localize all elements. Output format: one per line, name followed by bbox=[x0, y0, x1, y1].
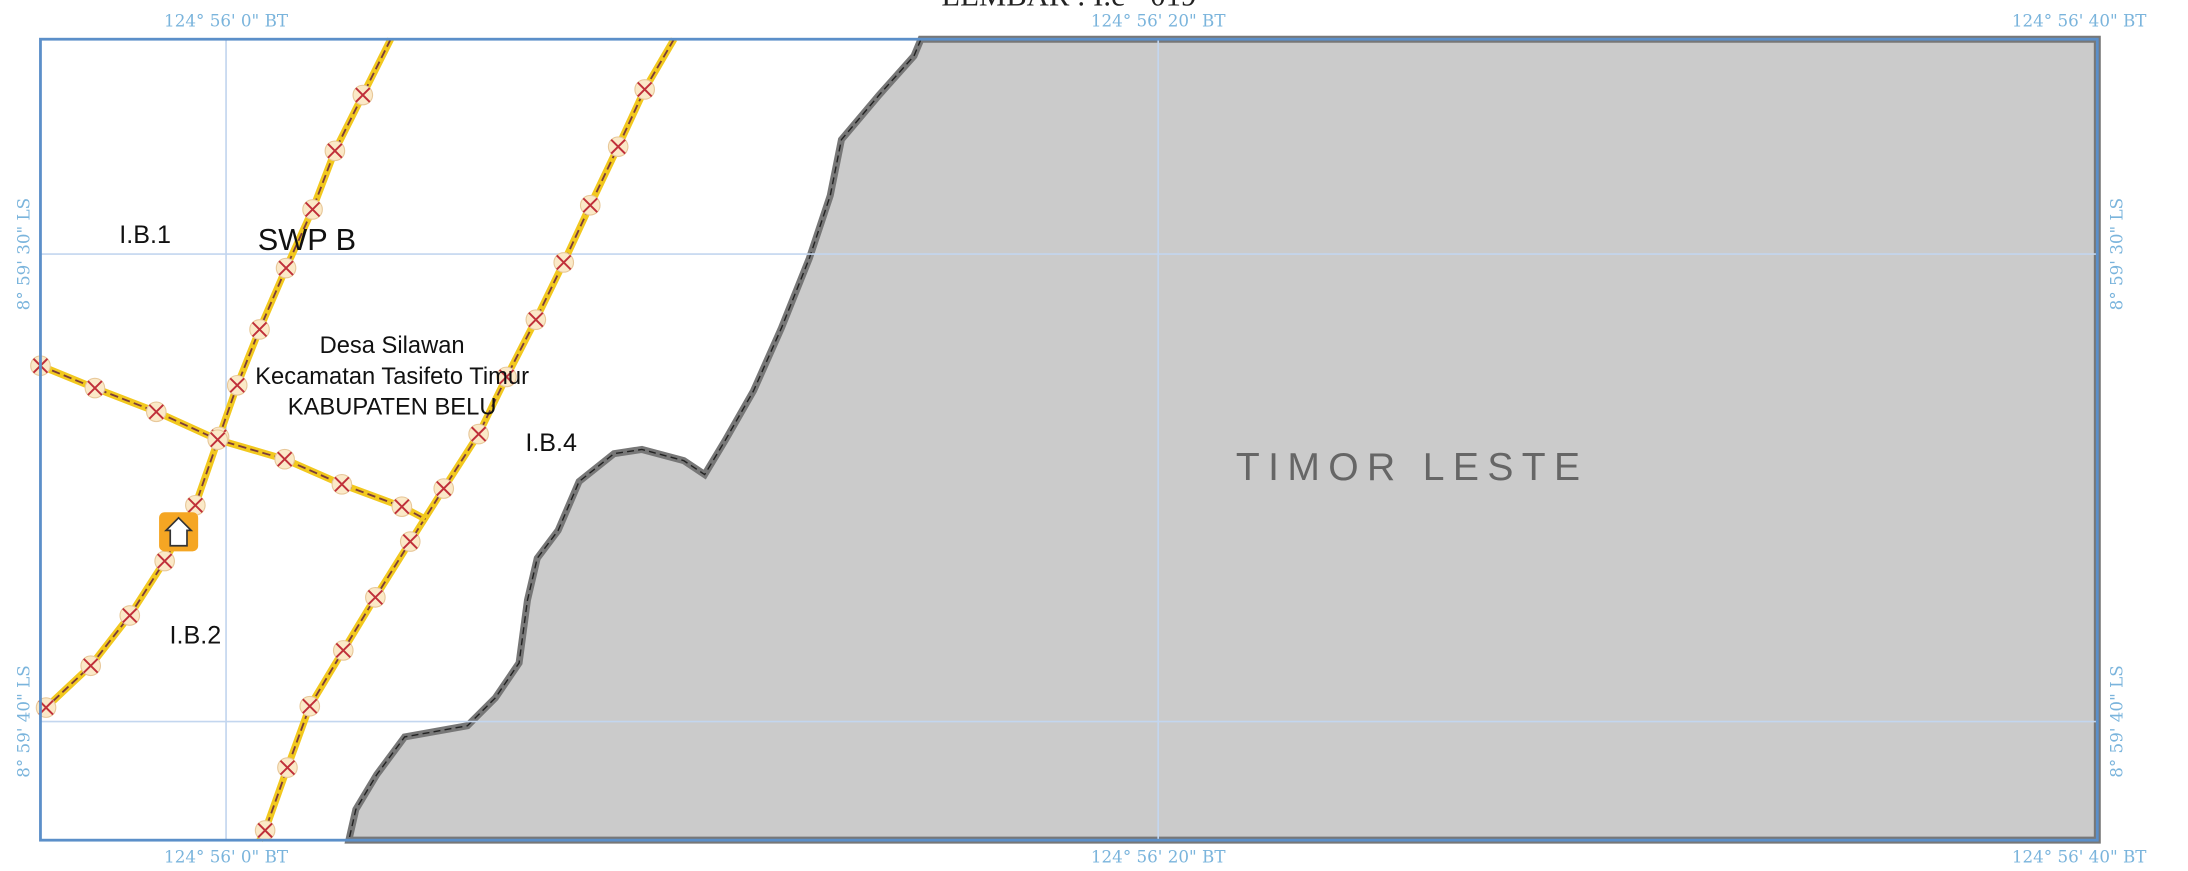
lon-label-top: 124° 56' 40" BT bbox=[2012, 11, 2147, 31]
road-marker bbox=[525, 309, 547, 331]
marker-cross bbox=[302, 698, 318, 714]
lat-label-left: 8° 59' 30" LS bbox=[13, 198, 33, 310]
marker-cross bbox=[276, 451, 293, 467]
marker-cross bbox=[394, 498, 410, 515]
road-marker bbox=[433, 478, 455, 499]
marker-cross bbox=[335, 642, 351, 659]
lon-label-bottom: 124° 56' 20" BT bbox=[1091, 846, 1226, 866]
marker-cross bbox=[304, 201, 321, 218]
road-marker bbox=[352, 84, 374, 106]
marker-cross bbox=[556, 254, 572, 271]
lat-label-right: 8° 59' 40" LS bbox=[2106, 665, 2126, 777]
block-label: I.B.1 bbox=[119, 221, 171, 249]
road-marker bbox=[607, 136, 629, 157]
road-marker bbox=[468, 423, 489, 445]
road-marker bbox=[249, 319, 270, 340]
marker-cross bbox=[355, 87, 371, 103]
road-marker bbox=[579, 194, 601, 216]
marker-cross bbox=[257, 822, 273, 839]
roads bbox=[30, 37, 677, 842]
road-marker bbox=[226, 374, 248, 396]
road-marker bbox=[154, 550, 175, 572]
zone-label: SWP B bbox=[258, 222, 356, 257]
marker-cross bbox=[637, 81, 653, 98]
road-marker bbox=[145, 401, 167, 423]
timor-leste-area bbox=[344, 35, 2101, 844]
road-marker bbox=[84, 377, 106, 399]
road-marker bbox=[299, 695, 321, 717]
lon-label-top: 124° 56' 20" BT bbox=[1091, 11, 1226, 31]
district-label: Kecamatan Tasifeto Timur bbox=[255, 364, 529, 390]
village-label: Desa Silawan bbox=[320, 333, 465, 359]
regency-label: KABUPATEN BELU bbox=[288, 395, 497, 421]
marker-cross bbox=[498, 369, 515, 385]
marker-cross bbox=[582, 197, 598, 213]
lat-label-left: 8° 59' 40" LS bbox=[13, 665, 33, 777]
road-marker bbox=[391, 496, 413, 517]
road-marker bbox=[277, 757, 298, 778]
marker-cross bbox=[367, 589, 384, 606]
marker-cross bbox=[402, 533, 418, 550]
marker-cross bbox=[187, 497, 204, 513]
marker-cross bbox=[610, 138, 626, 155]
road-marker bbox=[302, 199, 323, 220]
sheet-title: LEMBAR : I.c - 019 bbox=[941, 0, 1196, 13]
lat-label-right: 8° 59' 30" LS bbox=[2106, 198, 2126, 310]
block-label: I.B.4 bbox=[525, 429, 577, 457]
road-marker bbox=[185, 494, 206, 516]
marker-cross bbox=[210, 432, 226, 448]
road-marker bbox=[80, 655, 102, 677]
road-marker bbox=[274, 448, 295, 470]
marker-cross bbox=[327, 143, 343, 159]
map-frame bbox=[39, 37, 2099, 842]
road-marker bbox=[324, 140, 346, 162]
road-marker bbox=[365, 587, 386, 608]
marker-cross bbox=[436, 480, 452, 497]
graticule bbox=[40, 39, 2098, 841]
road-marker bbox=[399, 531, 421, 552]
house-icon bbox=[159, 512, 199, 552]
road-marker bbox=[332, 640, 354, 661]
lon-label-bottom: 124° 56' 0" BT bbox=[164, 846, 288, 866]
marker-cross bbox=[229, 377, 245, 393]
block-label: I.B.2 bbox=[170, 621, 222, 649]
road-marker bbox=[207, 429, 229, 451]
marker-cross bbox=[156, 553, 173, 569]
road-centerline bbox=[40, 364, 427, 521]
road-marker bbox=[496, 366, 517, 388]
marker-cross bbox=[279, 759, 296, 776]
road-marker bbox=[275, 257, 297, 279]
marker-cross bbox=[148, 404, 164, 420]
road-centerline bbox=[258, 38, 675, 841]
marker-cross bbox=[87, 380, 103, 396]
marker-cross bbox=[334, 476, 350, 493]
road-marker bbox=[331, 474, 353, 495]
road-marker bbox=[119, 605, 141, 626]
marker-cross bbox=[83, 658, 99, 674]
country-label: TIMOR LESTE bbox=[1236, 446, 1589, 489]
lon-label-bottom: 124° 56' 40" BT bbox=[2012, 846, 2147, 866]
marker-cross bbox=[470, 426, 487, 442]
road-marker bbox=[634, 79, 656, 100]
road-marker bbox=[254, 820, 276, 841]
marker-cross bbox=[122, 607, 138, 624]
lon-label-top: 124° 56' 0" BT bbox=[164, 11, 288, 31]
border-line bbox=[348, 38, 922, 841]
road-marker bbox=[553, 252, 575, 273]
marker-cross bbox=[251, 321, 268, 338]
marker-cross bbox=[278, 260, 294, 276]
marker-cross bbox=[528, 312, 544, 328]
